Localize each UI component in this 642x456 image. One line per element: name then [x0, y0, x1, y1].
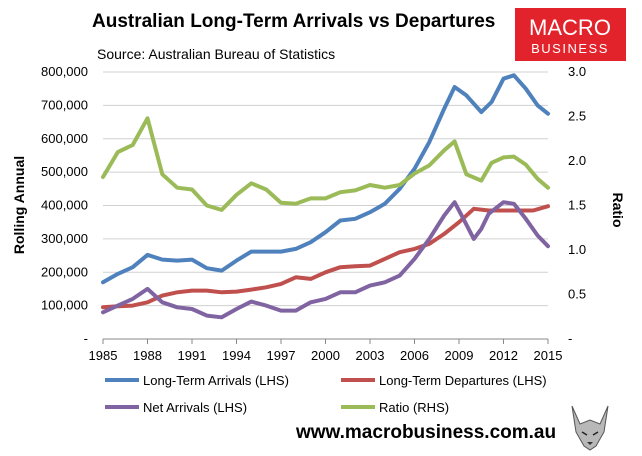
y-tick-label: 700,000: [41, 97, 88, 112]
x-tick-label: 1988: [133, 348, 162, 363]
x-tick-label: 2006: [400, 348, 429, 363]
series-lines: [101, 73, 550, 320]
y2-tick-label: 2.5: [568, 109, 586, 124]
y2-tick-label: 1.5: [568, 198, 586, 213]
y-tick-label: 400,000: [41, 198, 88, 213]
website-url: www.macrobusiness.com.au: [295, 422, 556, 443]
axes: - 100,000 200,000 300,000 400,000 500,000 600,…: [41, 64, 586, 363]
x-tick-label: 2009: [445, 348, 474, 363]
y-tick-label: 100,000: [41, 298, 88, 313]
y-tick-label: 500,000: [41, 164, 88, 179]
chart-subtitle: Source: Australian Bureau of Statistics: [97, 46, 335, 62]
x-tick-label: 1991: [178, 348, 207, 363]
y2-tick-label: 3.0: [568, 64, 586, 79]
legend-label-long-term-arrivals: Long-Term Arrivals (LHS): [143, 373, 289, 388]
x-tick-label: 2000: [311, 348, 340, 363]
x-tick-label: 1985: [89, 348, 118, 363]
macrobusiness-logo: MACRO BUSINESS: [515, 8, 626, 61]
legend-label-net-arrivals: Net Arrivals (LHS): [143, 400, 247, 415]
y2-axis-title: Ratio: [610, 193, 626, 228]
y-tick-label: 800,000: [41, 64, 88, 79]
y2-tick-label: 1.0: [568, 242, 586, 257]
series-line-long-term-departures: [101, 204, 550, 310]
y-tick-label: 200,000: [41, 264, 88, 279]
y2-tick-label: 0.5: [568, 287, 586, 302]
y-tick-label: 300,000: [41, 231, 88, 246]
series-line-net-arrivals: [101, 200, 550, 320]
y-tick-label: -: [84, 331, 88, 346]
x-tick-label: 2015: [534, 348, 563, 363]
legend-label-long-term-departures: Long-Term Departures (LHS): [379, 373, 547, 388]
legend: Long-Term Arrivals (LHS) Long-Term Depart…: [105, 373, 547, 415]
x-tick-label: 2003: [356, 348, 385, 363]
logo-background: [515, 8, 626, 61]
y-axis-title: Rolling Annual: [11, 156, 27, 254]
series-line-ratio: [101, 116, 550, 212]
chart-title: Australian Long-Term Arrivals vs Departu…: [92, 11, 495, 32]
legend-label-ratio: Ratio (RHS): [379, 400, 449, 415]
x-tick-label: 1997: [267, 348, 296, 363]
wolf-head-icon: [571, 405, 609, 451]
y2-tick-label: 2.0: [568, 153, 586, 168]
y2-tick-label: -: [568, 331, 572, 346]
x-tick-label: 1994: [222, 348, 251, 363]
x-tick-label: 2012: [489, 348, 518, 363]
series-line-long-term-arrivals: [101, 73, 550, 285]
logo-text-business: BUSINESS: [531, 41, 609, 56]
logo-text-macro: MACRO: [529, 15, 611, 40]
y-tick-label: 600,000: [41, 131, 88, 146]
